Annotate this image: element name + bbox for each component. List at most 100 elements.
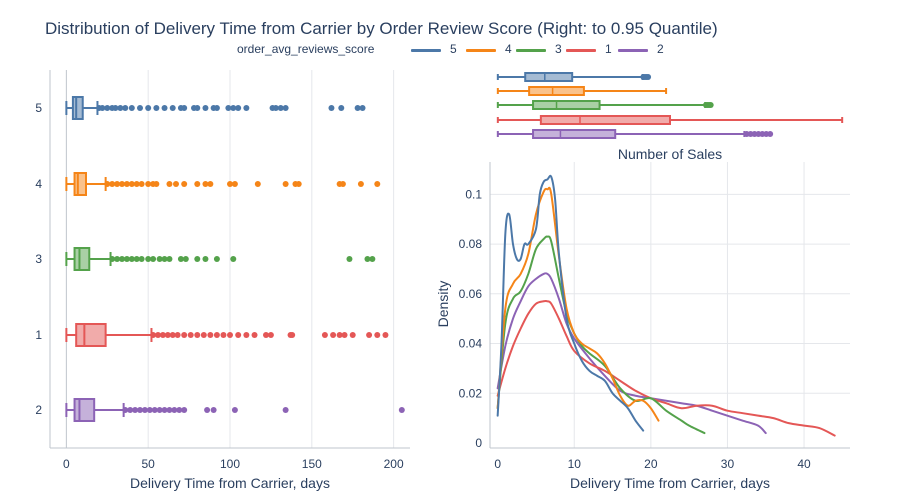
left-outlier-point (213, 256, 220, 262)
left-outlier-point (164, 332, 171, 338)
right-outlier-point (767, 131, 774, 137)
left-outlier-point (354, 105, 361, 111)
left-outlier-point (359, 105, 366, 111)
chart-title: Distribution of Delivery Time from Carri… (45, 19, 718, 38)
left-outlier-point (207, 332, 214, 338)
left-outlier-point (282, 181, 289, 187)
left-outlier-point (141, 407, 148, 413)
right-box-iqr (528, 86, 585, 96)
left-outlier-point (137, 407, 143, 413)
left-outlier-point (133, 181, 140, 187)
legend-label-2: 2 (657, 42, 664, 56)
left-y-tick-label: 1 (35, 328, 42, 342)
right-outlier-point (707, 102, 714, 108)
left-outlier-point (230, 256, 237, 262)
left-outlier-point (133, 256, 140, 262)
left-outlier-point (382, 332, 389, 338)
left-outlier-point (231, 407, 238, 413)
left-outlier-point (213, 332, 220, 338)
density-y-tick-label: 0.06 (459, 287, 483, 301)
left-outlier-point (166, 407, 173, 413)
left-outlier-point (150, 332, 157, 338)
left-outlier-point (117, 105, 124, 111)
right-box-iqr (539, 115, 671, 125)
left-box-iqr (73, 398, 96, 422)
left-outlier-point (267, 332, 274, 338)
left-outlier-point (263, 332, 269, 338)
left-outlier-point (235, 332, 242, 338)
density-panel: 0 0.02 0.04 0.06 0.08 0.1 0 10 20 30 40 (459, 162, 850, 471)
legend-label-3: 3 (555, 42, 562, 56)
legend-label-5: 5 (450, 42, 457, 56)
left-outlier-point (194, 256, 201, 262)
density-line-4 (496, 186, 660, 422)
left-box-iqr (75, 323, 107, 347)
left-box-iqr (73, 172, 88, 196)
legend-swatch-5 (411, 49, 441, 52)
left-outlier-point (277, 105, 284, 111)
left-outlier-point (181, 407, 188, 413)
left-outlier-point (181, 105, 188, 111)
left-outlier-point (346, 256, 353, 262)
right-box-iqr (532, 100, 601, 110)
left-outlier-point (112, 105, 119, 111)
left-y-tick-label: 4 (35, 177, 42, 191)
left-x-tick-label: 200 (384, 457, 404, 471)
left-x-tick-label: 0 (63, 457, 70, 471)
left-outlier-point (200, 332, 207, 338)
left-y-tick-label: 3 (35, 252, 42, 266)
left-outlier-point (194, 332, 201, 338)
left-outlier-point (374, 181, 381, 187)
left-outlier-point (243, 332, 250, 338)
left-outlier-point (339, 181, 346, 187)
density-y-tick-label: 0 (475, 436, 482, 450)
left-x-axis-title: Delivery Time from Carrier, days (130, 475, 330, 491)
left-outlier-point (194, 105, 201, 111)
left-outlier-point (210, 407, 217, 413)
density-line-2 (496, 272, 767, 435)
left-outlier-point (341, 332, 348, 338)
left-outlier-point (99, 105, 106, 111)
left-x-tick-label: 50 (142, 457, 156, 471)
density-line-3 (496, 235, 706, 435)
left-y-tick-label: 2 (35, 403, 42, 417)
left-outlier-point (202, 105, 209, 111)
left-outlier-point (230, 105, 237, 111)
left-outlier-point (159, 332, 166, 338)
left-outlier-point (104, 181, 111, 187)
left-outlier-point (122, 105, 129, 111)
left-outlier-point (336, 332, 343, 338)
density-y-tick-label: 0.08 (459, 237, 483, 251)
left-outlier-point (153, 105, 160, 111)
left-outlier-point (128, 181, 135, 187)
left-outlier-point (174, 332, 181, 338)
left-outlier-point (169, 332, 176, 338)
left-outlier-point (207, 181, 214, 187)
left-outlier-point (114, 256, 121, 262)
density-line-5 (496, 174, 645, 432)
left-outlier-point (123, 181, 130, 187)
legend-swatch-2 (618, 49, 648, 52)
left-outlier-point (177, 256, 184, 262)
legend-label-4: 4 (505, 42, 512, 56)
left-outlier-point (104, 105, 111, 111)
left-y-tick-label: 5 (35, 101, 42, 115)
left-outlier-point (295, 181, 302, 187)
left-outlier-point (109, 256, 116, 262)
density-y-tick-label: 0.1 (465, 187, 482, 201)
left-outlier-point (202, 256, 209, 262)
left-outlier-point (173, 181, 179, 187)
left-box-iqr (73, 247, 91, 271)
legend-title: order_avg_reviews_score (237, 42, 375, 56)
right-y-axis-title: Density (435, 281, 451, 328)
left-outlier-point (169, 105, 176, 111)
density-x-tick-label: 40 (797, 457, 811, 471)
left-outlier-point (321, 332, 328, 338)
left-outlier-point (127, 407, 134, 413)
left-outlier-point (349, 332, 356, 338)
density-x-tick-label: 10 (568, 457, 582, 471)
left-outlier-point (235, 105, 242, 111)
left-outlier-point (128, 105, 135, 111)
left-outlier-point (156, 407, 163, 413)
